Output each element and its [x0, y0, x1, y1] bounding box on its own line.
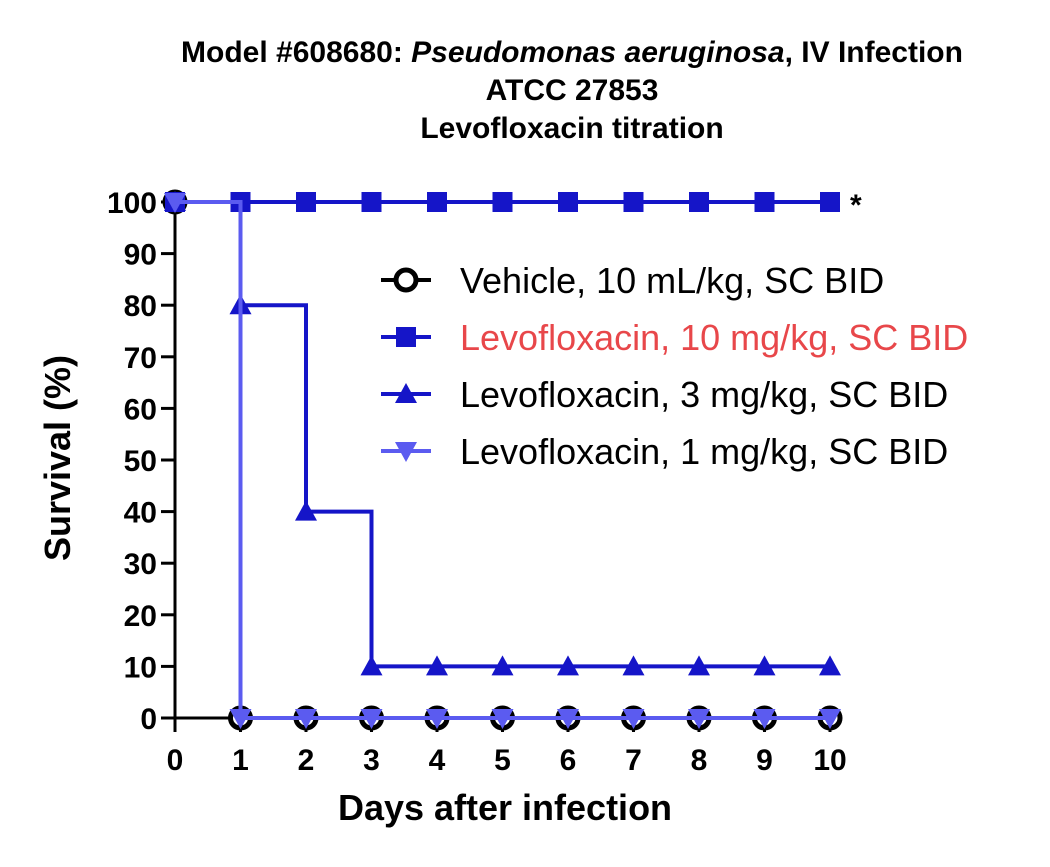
legend-label: Vehicle, 10 mL/kg, SC BID — [460, 260, 884, 301]
legend-marker — [396, 327, 416, 347]
x-tick-label: 4 — [429, 744, 446, 777]
y-tick-label: 10 — [124, 651, 157, 684]
legend-marker — [395, 442, 417, 462]
series-line — [175, 200, 830, 669]
data-point — [689, 192, 709, 212]
chart-title: Model #608680: Pseudomonas aeruginosa, I… — [181, 36, 963, 145]
x-tick-label: 9 — [756, 744, 773, 777]
title-segment: ATCC 27853 — [486, 74, 659, 107]
data-point — [623, 192, 644, 212]
x-tick-label: 6 — [560, 744, 577, 777]
data-point — [296, 192, 316, 212]
data-point — [295, 500, 317, 521]
y-tick-label: 20 — [124, 600, 157, 633]
legend-marker — [395, 383, 417, 403]
data-point — [622, 655, 645, 676]
data-point — [688, 655, 710, 676]
legend-label: Levofloxacin, 3 mg/kg, SC BID — [460, 374, 948, 415]
legend-item: Vehicle, 10 mL/kg, SC BID — [381, 260, 884, 301]
data-point — [491, 655, 514, 676]
data-point — [753, 709, 776, 729]
data-point — [491, 709, 514, 729]
data-point — [557, 709, 579, 729]
data-point — [819, 709, 841, 729]
axes: 0 10 20 30 40 50 60 70 80 90 100 0 1 2 3 4 5 6 7 8 9 10 — [107, 187, 847, 777]
x-tick-label: 10 — [813, 744, 846, 777]
data-point — [164, 193, 186, 213]
x-tick-label: 1 — [232, 744, 249, 777]
data-point — [622, 709, 645, 729]
data-point — [427, 192, 447, 212]
legend-marker — [393, 267, 419, 293]
x-tick-label: 8 — [691, 744, 708, 777]
significance-annotation: * — [850, 189, 862, 222]
series-line — [175, 200, 830, 720]
data-point — [819, 655, 841, 676]
series — [165, 192, 840, 212]
legend-item: Levofloxacin, 10 mg/kg, SC BID — [381, 317, 968, 358]
title-segment: , IV Infection — [785, 36, 963, 69]
data-point — [295, 709, 317, 729]
data-point — [360, 655, 383, 676]
y-tick-label: 30 — [124, 548, 157, 581]
data-point — [492, 192, 513, 212]
y-tick-label: 50 — [124, 445, 157, 478]
legend-label: Levofloxacin, 1 mg/kg, SC BID — [460, 431, 948, 472]
title-segment: Levofloxacin titration — [420, 112, 723, 145]
title-segment: Pseudomonas aeruginosa — [411, 36, 784, 69]
data-point — [753, 655, 776, 676]
data-point — [361, 192, 382, 212]
data-point — [426, 655, 448, 676]
y-tick-label: 40 — [124, 497, 157, 530]
title-line: ATCC 27853 — [486, 74, 659, 107]
x-tick-label: 2 — [298, 744, 315, 777]
plot-series — [162, 189, 843, 731]
y-tick-label: 60 — [124, 393, 157, 426]
data-point — [688, 709, 710, 729]
data-point — [558, 192, 578, 212]
y-tick-label: 100 — [107, 187, 157, 220]
x-tick-label: 0 — [167, 744, 184, 777]
x-axis-label: Days after infection — [338, 787, 672, 828]
data-point — [754, 192, 775, 212]
y-axis-label: Survival (%) — [37, 355, 78, 561]
x-tick-label: 3 — [363, 744, 380, 777]
series — [164, 191, 841, 676]
title-line: Levofloxacin titration — [420, 112, 723, 145]
x-tick-label: 5 — [494, 744, 511, 777]
data-point — [360, 709, 383, 729]
x-tick-label: 7 — [625, 744, 642, 777]
y-tick-label: 0 — [140, 703, 157, 736]
title-line: Model #608680: Pseudomonas aeruginosa, I… — [181, 36, 963, 69]
data-point — [820, 192, 840, 212]
legend-item: Levofloxacin, 1 mg/kg, SC BID — [381, 431, 948, 472]
data-point — [557, 655, 579, 676]
data-point — [426, 709, 448, 729]
title-segment: Model #608680: — [181, 36, 411, 69]
y-tick-label: 80 — [124, 290, 157, 323]
data-point — [229, 709, 252, 729]
y-tick-label: 70 — [124, 342, 157, 375]
legend: Vehicle, 10 mL/kg, SC BID Levofloxacin, 1… — [381, 260, 968, 472]
series — [164, 193, 841, 729]
y-tick-label: 90 — [124, 239, 157, 272]
legend-item: Levofloxacin, 3 mg/kg, SC BID — [381, 374, 948, 415]
legend-label: Levofloxacin, 10 mg/kg, SC BID — [460, 317, 968, 358]
